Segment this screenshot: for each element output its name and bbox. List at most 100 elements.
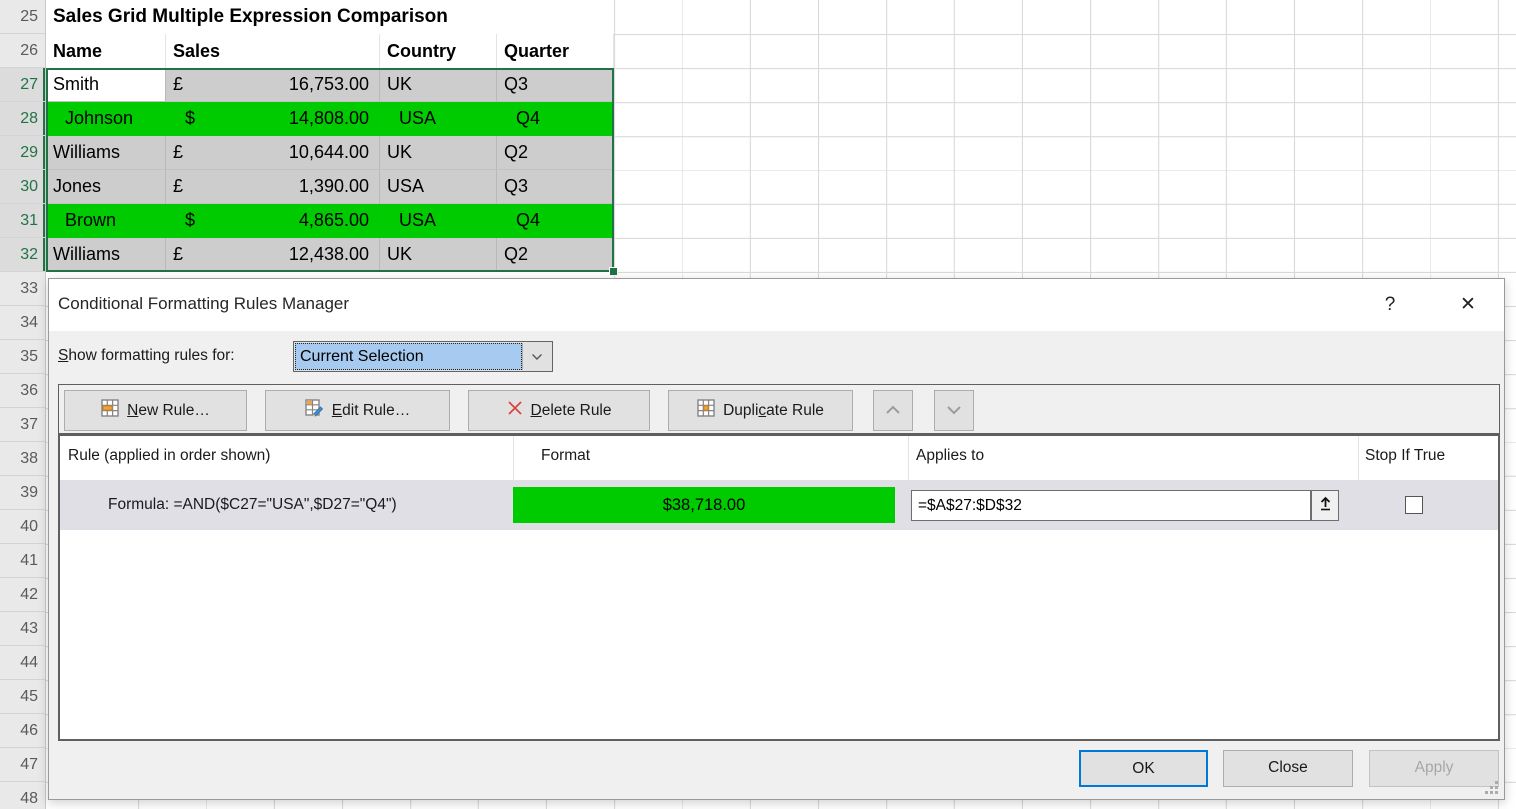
rule-row[interactable]: Formula: =AND($C27="USA",$D27="Q4") $38,… <box>60 480 1498 530</box>
chevron-up-icon <box>885 402 901 420</box>
chevron-down-icon[interactable] <box>522 343 551 370</box>
list-header-applies-to: Applies to <box>916 447 985 464</box>
row-header-46[interactable]: 46 <box>0 714 45 748</box>
row-header-48[interactable]: 48 <box>0 782 45 809</box>
row-header-36[interactable]: 36 <box>0 374 45 408</box>
row-header-40[interactable]: 40 <box>0 510 45 544</box>
cell-country[interactable]: UK <box>380 68 497 102</box>
row-header-39[interactable]: 39 <box>0 476 45 510</box>
column-header-quarter[interactable]: Quarter <box>497 34 614 68</box>
cell-country[interactable]: UK <box>380 136 497 170</box>
row-header-25[interactable]: 25 <box>0 0 45 34</box>
help-icon[interactable]: ? <box>1384 294 1396 315</box>
cell-country[interactable]: UK <box>380 238 497 272</box>
cell-sales[interactable]: $4,865.00 <box>166 204 380 238</box>
table-copy-icon <box>697 399 715 422</box>
edit-rule-button[interactable]: Edit Rule… <box>265 390 450 431</box>
cell-name[interactable]: Jones <box>46 170 166 204</box>
cell-sales[interactable]: £16,753.00 <box>166 68 380 102</box>
edit-rule-label: Edit Rule… <box>331 401 411 419</box>
red-x-icon <box>507 400 523 421</box>
new-rule-button[interactable]: New Rule… <box>64 390 247 431</box>
table-row: Smith £16,753.00 UK Q3 <box>46 68 614 102</box>
apply-button[interactable]: Apply <box>1369 750 1499 787</box>
cell-name[interactable]: Smith <box>46 68 166 102</box>
cell-sales[interactable]: $14,808.00 <box>166 102 380 136</box>
close-button[interactable]: Close <box>1223 750 1353 787</box>
duplicate-rule-label: Duplicate Rule <box>723 401 824 419</box>
cell-country[interactable]: USA <box>380 170 497 204</box>
cell-quarter[interactable]: Q3 <box>497 68 614 102</box>
table-row: Williams £12,438.00 UK Q2 <box>46 238 614 272</box>
cell-country[interactable]: USA <box>380 102 497 136</box>
column-header-sales[interactable]: Sales <box>166 34 380 68</box>
amount: 10,644.00 <box>288 142 369 162</box>
resize-grip-icon[interactable] <box>1484 781 1498 795</box>
row-header-33[interactable]: 33 <box>0 272 45 306</box>
cell-country[interactable]: USA <box>380 204 497 238</box>
table-grid-icon <box>101 399 119 422</box>
row-header-43[interactable]: 43 <box>0 612 45 646</box>
table-pencil-icon <box>305 399 324 422</box>
fill-handle[interactable] <box>609 267 618 276</box>
stop-if-true-checkbox[interactable] <box>1405 496 1423 514</box>
row-header-35[interactable]: 35 <box>0 340 45 374</box>
cell-quarter[interactable]: Q4 <box>497 204 614 238</box>
rule-formula: Formula: =AND($C27="USA",$D27="Q4") <box>108 496 397 513</box>
cell-sales[interactable]: £1,390.00 <box>166 170 380 204</box>
row-header-42[interactable]: 42 <box>0 578 45 612</box>
row-header-31[interactable]: 31 <box>0 204 45 238</box>
table-row: Brown $4,865.00 USA Q4 <box>46 204 614 238</box>
show-rules-label: Show formatting rules for: <box>58 347 235 364</box>
row-header-26[interactable]: 26 <box>0 34 45 68</box>
table-row: Jones £1,390.00 USA Q3 <box>46 170 614 204</box>
row-header-47[interactable]: 47 <box>0 748 45 782</box>
rules-list: Rule (applied in order shown) Format App… <box>58 434 1500 741</box>
column-separator <box>513 436 514 480</box>
column-header-name[interactable]: Name <box>46 34 166 68</box>
amount: 1,390.00 <box>298 176 369 196</box>
delete-rule-button[interactable]: Delete Rule <box>468 390 650 431</box>
cell-sales[interactable]: £12,438.00 <box>166 238 380 272</box>
cell-name[interactable]: Brown <box>46 204 166 238</box>
applies-to-input[interactable] <box>911 490 1311 521</box>
row-header-34[interactable]: 34 <box>0 306 45 340</box>
cell-name[interactable]: Williams <box>46 136 166 170</box>
sheet-title-cell[interactable]: Sales Grid Multiple Expression Compariso… <box>53 6 448 27</box>
row-header-30[interactable]: 30 <box>0 170 45 204</box>
rule-format-preview: $38,718.00 <box>513 487 895 523</box>
row-header-37[interactable]: 37 <box>0 408 45 442</box>
row-header-45[interactable]: 45 <box>0 680 45 714</box>
cell-quarter[interactable]: Q2 <box>497 136 614 170</box>
row-header-41[interactable]: 41 <box>0 544 45 578</box>
row-header-28[interactable]: 28 <box>0 102 45 136</box>
cell-quarter[interactable]: Q4 <box>497 102 614 136</box>
close-icon[interactable]: ✕ <box>1460 294 1476 315</box>
column-header-country[interactable]: Country <box>380 34 497 68</box>
show-rules-dropdown[interactable]: Current Selection <box>293 341 553 372</box>
dropdown-selected-value: Current Selection <box>295 343 522 370</box>
up-arrow-from-bar-icon <box>1318 495 1333 516</box>
cell-name[interactable]: Johnson <box>46 102 166 136</box>
collapse-dialog-button[interactable] <box>1311 490 1339 521</box>
ok-button[interactable]: OK <box>1079 750 1208 787</box>
move-rule-down-button[interactable] <box>934 390 974 431</box>
row-header-27[interactable]: 27 <box>0 68 45 102</box>
dialog-titlebar[interactable]: Conditional Formatting Rules Manager ? ✕ <box>49 279 1504 331</box>
row-header-44[interactable]: 44 <box>0 646 45 680</box>
currency-symbol: £ <box>173 74 184 94</box>
list-header-stop-if-true: Stop If True <box>1365 447 1446 464</box>
currency-symbol: £ <box>173 142 184 162</box>
cell-quarter[interactable]: Q3 <box>497 170 614 204</box>
cell-sales[interactable]: £10,644.00 <box>166 136 380 170</box>
rules-toolbar: New Rule… Edit Rule… Delete Rule Duplica… <box>58 384 1500 434</box>
row-header-32[interactable]: 32 <box>0 238 45 272</box>
cell-name[interactable]: Williams <box>46 238 166 272</box>
cell-quarter[interactable]: Q2 <box>497 238 614 272</box>
move-rule-up-button[interactable] <box>873 390 913 431</box>
row-header-38[interactable]: 38 <box>0 442 45 476</box>
currency-symbol: £ <box>173 244 184 264</box>
new-rule-label: New Rule… <box>127 401 210 419</box>
row-header-29[interactable]: 29 <box>0 136 45 170</box>
duplicate-rule-button[interactable]: Duplicate Rule <box>668 390 853 431</box>
